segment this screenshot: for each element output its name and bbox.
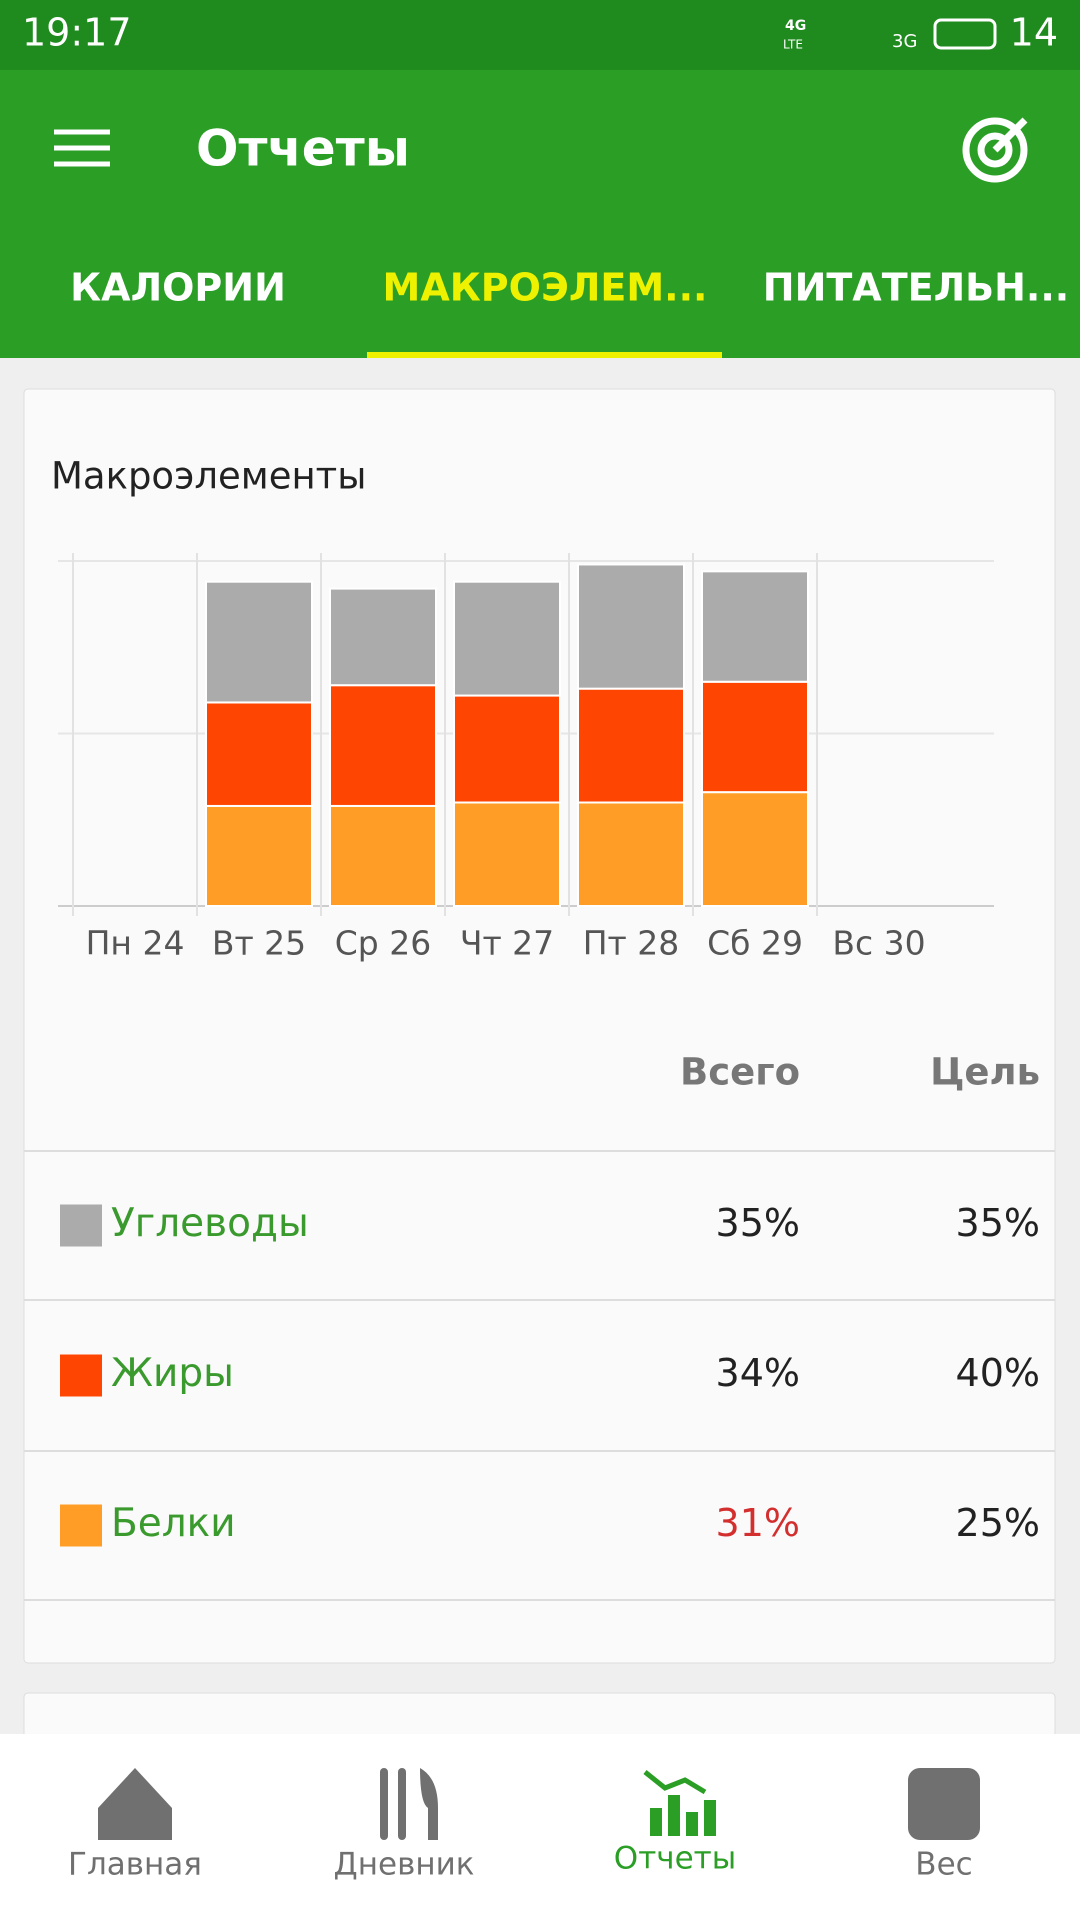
bar-segment xyxy=(577,563,685,690)
goal-button[interactable] xyxy=(962,117,1028,183)
bar-segment xyxy=(701,680,809,794)
goal-value: 25% xyxy=(956,1501,1040,1545)
x-tick-label: Ср 26 xyxy=(335,924,431,963)
bar-segment xyxy=(329,587,437,687)
x-tick-label: Пт 28 xyxy=(583,924,680,963)
status-time: 19:17 xyxy=(22,11,132,55)
bar-segment xyxy=(205,701,313,807)
tab[interactable]: КАЛОРИИ xyxy=(70,266,286,310)
nav-item[interactable]: Вес xyxy=(915,1847,972,1883)
bar-segment xyxy=(205,580,313,704)
x-tick-label: Пн 24 xyxy=(86,924,185,963)
status-battery: 14 xyxy=(1010,11,1058,55)
app-bar xyxy=(0,70,1080,358)
status-bar xyxy=(0,0,1080,70)
nav-item[interactable]: Дневник xyxy=(334,1847,475,1883)
x-tick-label: Сб 29 xyxy=(707,924,803,963)
nav-icon xyxy=(643,1770,716,1836)
card xyxy=(23,388,1056,1664)
bar-segment xyxy=(577,687,685,804)
bar-segment xyxy=(453,801,561,907)
tab[interactable]: ПИТАТЕЛЬН... xyxy=(763,266,1069,310)
battery-icon xyxy=(933,18,997,50)
x-tick-label: Вт 25 xyxy=(212,924,306,963)
total-value: 31% xyxy=(716,1501,800,1545)
bar-segment xyxy=(577,801,685,907)
bar-segment xyxy=(205,804,313,908)
app-title: Отчеты xyxy=(196,120,410,178)
nav-item[interactable]: Отчеты xyxy=(614,1841,736,1877)
legend-label: Жиры xyxy=(111,1351,234,1396)
legend-label: Углеводы xyxy=(111,1201,309,1246)
status-net: 4G xyxy=(785,18,806,34)
bar-segment xyxy=(701,570,809,683)
tab-indicator xyxy=(367,352,722,358)
bar-segment xyxy=(453,580,561,697)
bottom-nav xyxy=(0,1734,1080,1920)
status-net: LTE xyxy=(783,38,803,52)
total-value: 34% xyxy=(716,1351,800,1395)
chart-title: Макроэлементы xyxy=(51,455,366,498)
bar-segment xyxy=(329,684,437,807)
bar-segment xyxy=(329,804,437,908)
status-net: 3G xyxy=(892,31,917,52)
tab[interactable]: МАКРОЭЛЕМ... xyxy=(383,266,708,310)
legend-label: Белки xyxy=(111,1501,236,1546)
column-header: Всего xyxy=(680,1051,800,1094)
legend-swatch xyxy=(60,1204,102,1247)
menu-button[interactable] xyxy=(54,129,110,167)
bar-segment xyxy=(701,791,809,908)
goal-value: 40% xyxy=(956,1351,1040,1395)
column-header: Цель xyxy=(930,1051,1040,1094)
legend-swatch xyxy=(60,1354,102,1397)
goal-value: 35% xyxy=(956,1201,1040,1245)
bar-segment xyxy=(453,694,561,804)
nav-item[interactable]: Главная xyxy=(68,1847,202,1883)
x-tick-label: Вс 30 xyxy=(832,924,925,963)
total-value: 35% xyxy=(716,1201,800,1245)
legend-swatch xyxy=(60,1504,102,1547)
nav-icon xyxy=(98,1768,980,1840)
x-tick-label: Чт 27 xyxy=(460,924,554,963)
